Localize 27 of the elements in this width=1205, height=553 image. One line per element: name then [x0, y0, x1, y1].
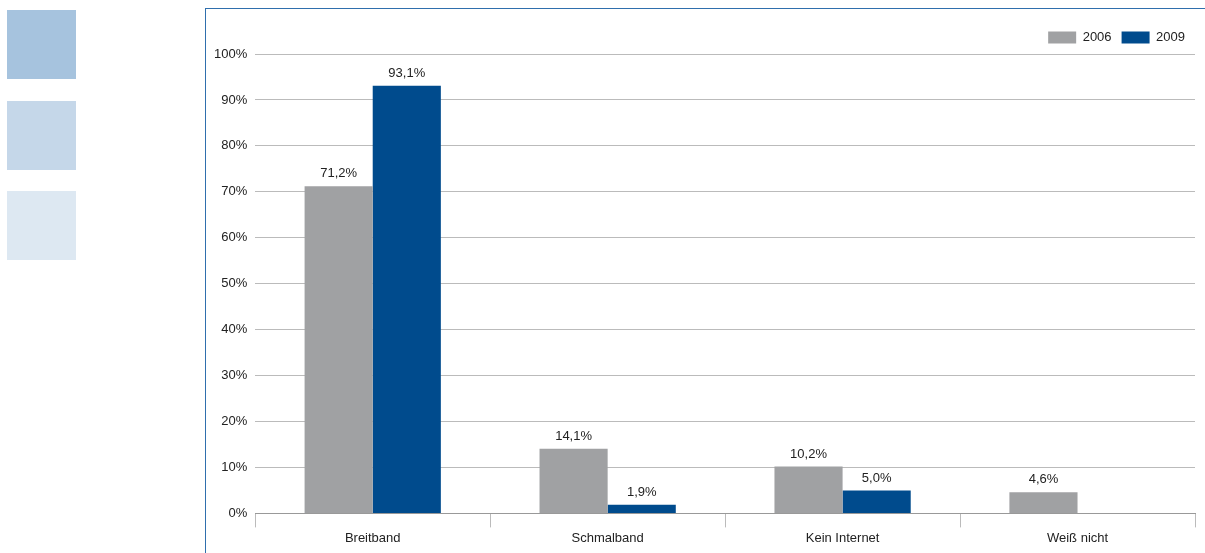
x-tick-label: Kein Internet: [805, 529, 880, 545]
x-tick-label: Breitband: [344, 529, 401, 545]
data-label: 4,6%: [1028, 471, 1059, 487]
y-tick-label: 50%: [221, 275, 248, 291]
y-tick-label: 40%: [221, 321, 248, 337]
data-label: 1,9%: [626, 483, 657, 499]
y-tick-label: 0%: [228, 504, 248, 520]
data-label: 10,2%: [790, 445, 828, 461]
x-tick-label: Weiß nicht: [1046, 529, 1109, 545]
legend-label: 2009: [1156, 29, 1185, 45]
data-label: 71,2%: [320, 165, 358, 181]
y-tick-label: 70%: [221, 183, 248, 199]
y-tick-label: 30%: [221, 367, 248, 383]
legend-label: 2006: [1082, 29, 1112, 45]
y-tick-label: 100%: [214, 45, 248, 61]
y-tick-label: 60%: [221, 229, 248, 245]
x-tick-label: Schmalband: [571, 529, 644, 545]
bar: [842, 490, 911, 513]
y-tick-label: 90%: [221, 91, 248, 107]
bar: [372, 85, 441, 513]
data-label: 93,1%: [388, 64, 426, 80]
data-label: 14,1%: [555, 427, 593, 443]
y-tick-label: 10%: [221, 459, 248, 475]
y-tick-label: 80%: [221, 137, 248, 153]
y-tick-label: 20%: [221, 413, 248, 429]
bar: [607, 504, 676, 513]
data-label: 5,0%: [861, 469, 892, 485]
